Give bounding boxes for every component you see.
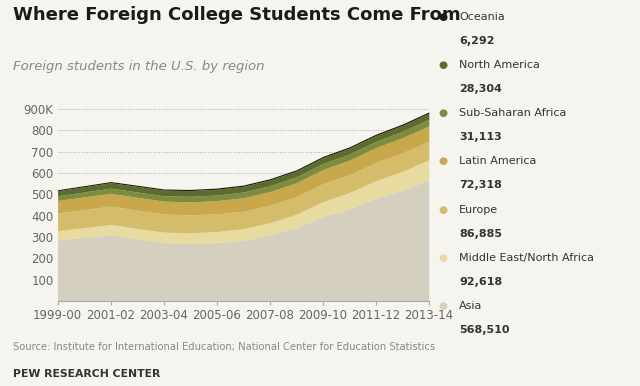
Text: Sub-Saharan Africa: Sub-Saharan Africa (459, 108, 566, 118)
Text: Where Foreign College Students Come From: Where Foreign College Students Come From (13, 6, 460, 24)
Text: 6,292: 6,292 (459, 36, 494, 46)
Text: Source: Institute for International Education; National Center for Education Sta: Source: Institute for International Educ… (13, 342, 435, 352)
Text: Foreign students in the U.S. by region: Foreign students in the U.S. by region (13, 60, 264, 73)
Text: ●: ● (438, 60, 447, 70)
Text: Latin America: Latin America (459, 156, 536, 166)
Text: 72,318: 72,318 (459, 180, 502, 190)
Text: North America: North America (459, 60, 540, 70)
Text: 568,510: 568,510 (459, 325, 509, 335)
Text: Asia: Asia (459, 301, 483, 311)
Text: ●: ● (438, 205, 447, 215)
Text: ●: ● (438, 108, 447, 118)
Text: ●: ● (438, 12, 447, 22)
Text: 28,304: 28,304 (459, 84, 502, 94)
Text: Oceania: Oceania (459, 12, 504, 22)
Text: Middle East/North Africa: Middle East/North Africa (459, 253, 594, 263)
Text: 92,618: 92,618 (459, 277, 502, 287)
Text: Europe: Europe (459, 205, 498, 215)
Text: PEW RESEARCH CENTER: PEW RESEARCH CENTER (13, 369, 160, 379)
Text: 31,113: 31,113 (459, 132, 502, 142)
Text: ●: ● (438, 301, 447, 311)
Text: ●: ● (438, 253, 447, 263)
Text: 86,885: 86,885 (459, 229, 502, 239)
Text: ●: ● (438, 156, 447, 166)
